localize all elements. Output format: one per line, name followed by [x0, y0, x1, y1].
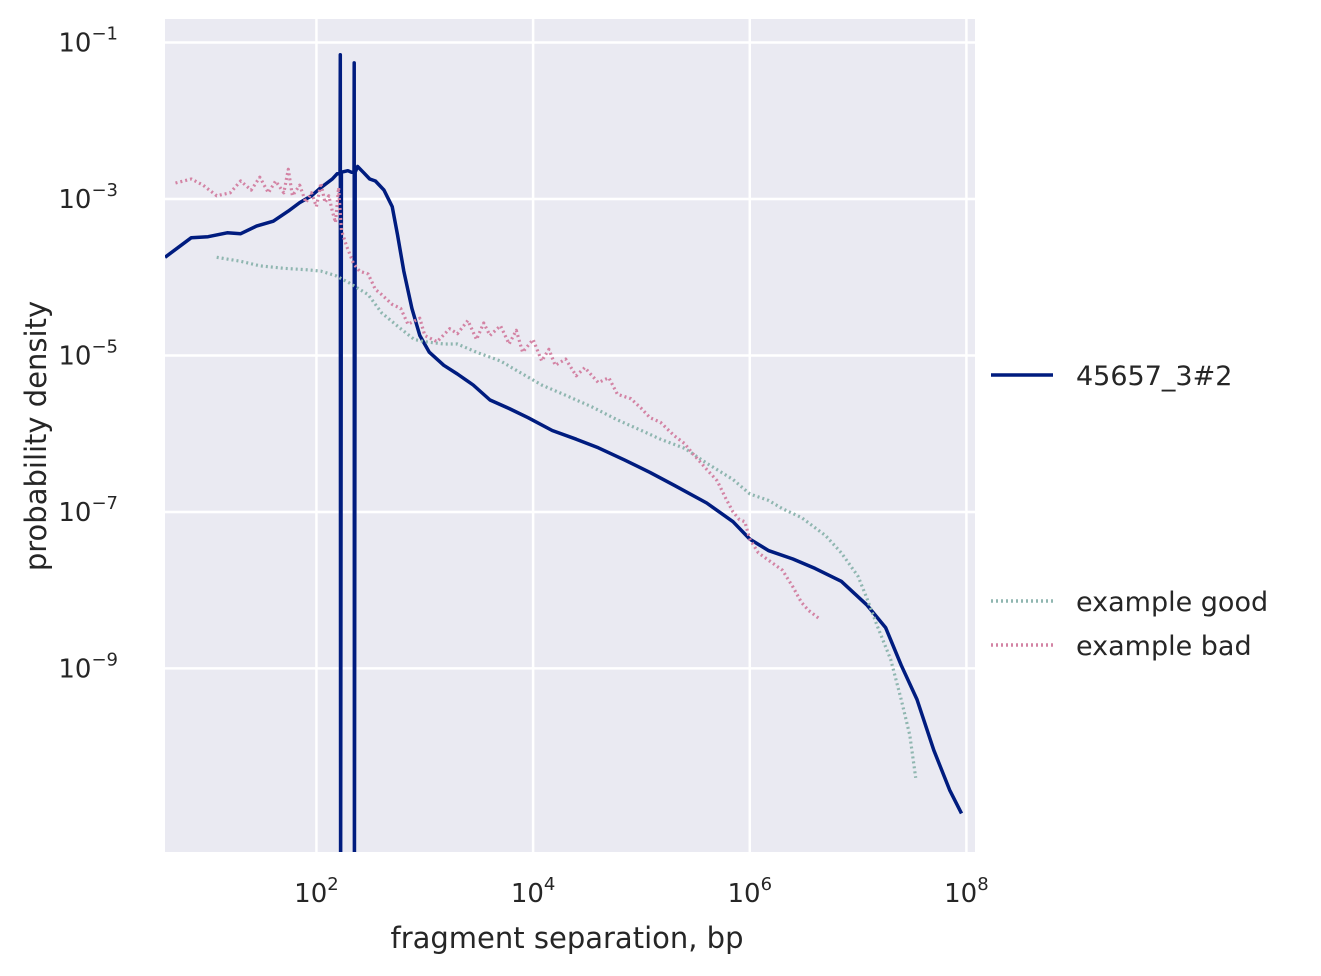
y-tick-label: 10−1	[58, 24, 118, 59]
legend-label-sample: 45657_3#2	[1076, 361, 1232, 392]
x-tick-label: 108	[944, 874, 989, 909]
legend-label-bad: example bad	[1076, 631, 1252, 662]
legend: 45657_3#2 example good example bad	[991, 361, 1268, 662]
x-tick-label: 102	[294, 874, 339, 909]
x-axis-label: fragment separation, bp	[391, 921, 744, 955]
series-line-good	[216, 255, 918, 779]
grid-lines	[165, 19, 975, 852]
y-tick-label: 10−3	[58, 180, 118, 215]
series-line-bad	[175, 167, 822, 621]
series-line-sample	[165, 52, 964, 852]
y-tick-label: 10−7	[58, 493, 118, 528]
x-tick-label: 104	[511, 874, 556, 909]
legend-label-good: example good	[1076, 587, 1268, 618]
x-tick-label: 106	[727, 874, 772, 909]
series-lines	[165, 52, 964, 852]
y-axis-label: probability density	[19, 301, 53, 571]
y-tick-label: 10−5	[58, 336, 118, 371]
y-tick-label: 10−9	[58, 649, 118, 684]
